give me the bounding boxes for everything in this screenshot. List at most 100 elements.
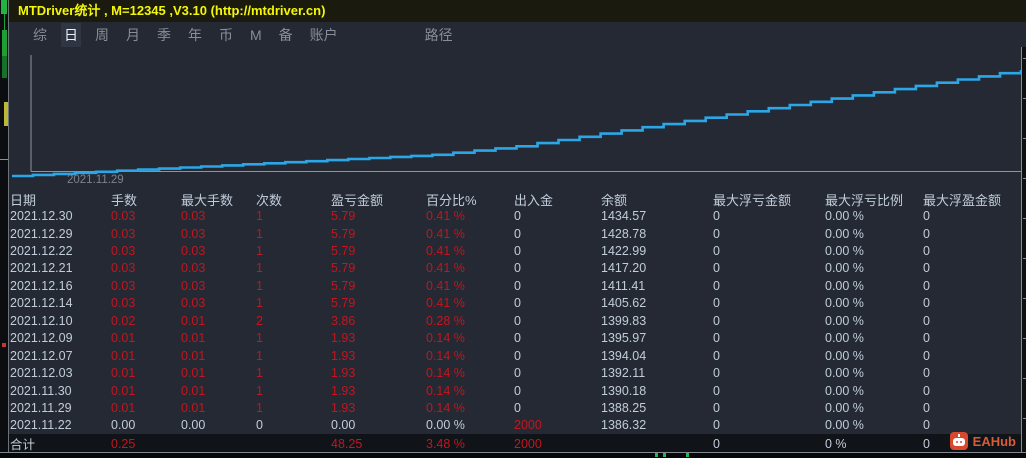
table-cell: 0.03 — [181, 261, 206, 276]
table-cell: 0 — [713, 366, 720, 381]
table-cell: 1386.32 — [601, 418, 647, 433]
table-cell: 0 — [923, 261, 930, 276]
background-candle — [1, 0, 7, 14]
table-cell: 1388.25 — [601, 400, 647, 415]
table-cell: 0.14 % — [426, 383, 465, 398]
table-cell: 0 — [923, 278, 930, 293]
column-header: 盈亏金额 — [331, 193, 384, 208]
background-axis-tick — [1023, 378, 1026, 379]
background-candle — [2, 56, 7, 78]
table-cell: 0.01 — [181, 366, 206, 381]
table-row[interactable]: 2021.12.30 0.03 0.03 1 5.79 0.41 % 0 1434.57 0 0.… — [9, 207, 1021, 224]
table-cell: 1 — [256, 209, 263, 224]
table-row[interactable]: 2021.12.29 0.03 0.03 1 5.79 0.41 % 0 1428.78 0 0.… — [9, 225, 1021, 242]
table-cell: 0 — [923, 244, 930, 259]
tab-综[interactable]: 综 — [33, 26, 47, 43]
table-cell: 0.03 — [181, 278, 206, 293]
tab-path[interactable]: 路径 — [424, 26, 453, 43]
tab-账户[interactable]: 账户 — [309, 26, 338, 43]
eahub-badge[interactable]: EAHub — [949, 432, 1016, 450]
table-row[interactable]: 2021.12.21 0.03 0.03 1 5.79 0.41 % 0 1417.20 0 0.… — [9, 260, 1021, 277]
table-cell: 0.14 % — [426, 400, 465, 415]
table-cell: 0 — [514, 366, 521, 381]
background-indicator-line — [4, 102, 8, 126]
table-cell: 2021.12.07 — [10, 348, 73, 363]
tabbar: 综日周月季年币 M 备账户 路径 — [9, 22, 1026, 47]
table-cell: 0.41 % — [426, 261, 465, 276]
table-cell: 1422.99 — [601, 244, 647, 259]
table-cell: 0.00 % — [825, 296, 864, 311]
table-cell: 0 — [713, 244, 720, 259]
table-cell: 2021.12.03 — [10, 366, 73, 381]
tab-备[interactable]: 备 — [278, 26, 293, 43]
table-cell: 0.03 — [111, 278, 136, 293]
table-cell: 0.03 — [111, 209, 136, 224]
bottom-bar — [0, 452, 1026, 458]
table-cell: 1.93 — [331, 348, 356, 363]
table-cell: 2021.12.14 — [10, 296, 73, 311]
column-header: 余额 — [601, 193, 628, 208]
tab-币[interactable]: 币 — [219, 26, 233, 43]
table-cell: 0.03 — [111, 226, 136, 241]
window-title: MTDriver统计 , M=12345 ,V3.10 (http://mtdr… — [18, 3, 326, 18]
table-cell: 1399.83 — [601, 313, 647, 328]
tab-年[interactable]: 年 — [188, 26, 202, 43]
table-row[interactable]: 2021.12.16 0.03 0.03 1 5.79 0.41 % 0 1411.41 0 0.… — [9, 277, 1021, 294]
table-cell: 2021.12.22 — [10, 244, 73, 259]
tab-季[interactable]: 季 — [157, 26, 171, 43]
table-cell: 0 — [514, 244, 521, 259]
table-cell: 0.03 — [181, 296, 206, 311]
table-cell: 0 — [923, 331, 930, 346]
background-price-axis — [1021, 47, 1026, 452]
table-cell: 0 — [514, 400, 521, 415]
table-cell: 0.03 — [181, 209, 206, 224]
table-row[interactable]: 2021.12.10 0.02 0.01 2 3.86 0.28 % 0 1399.83 0 0.… — [9, 312, 1021, 329]
table-cell: 0.03 — [181, 244, 206, 259]
table-cell: 1395.97 — [601, 331, 647, 346]
table-cell: 0.41 % — [426, 278, 465, 293]
table-cell: 0.00 % — [825, 244, 864, 259]
table-cell: 0.00 % — [825, 278, 864, 293]
table-row[interactable]: 2021.12.14 0.03 0.03 1 5.79 0.41 % 0 1405.62 0 0.… — [9, 295, 1021, 312]
table-cell: 1390.18 — [601, 383, 647, 398]
table-cell: 1.93 — [331, 366, 356, 381]
tab-月[interactable]: 月 — [126, 26, 140, 43]
column-header: 最大浮亏比例 — [825, 193, 904, 208]
table-cell: 2021.12.21 — [10, 261, 73, 276]
table-row[interactable]: 2021.11.30 0.01 0.01 1 1.93 0.14 % 0 1390.18 0 0.… — [9, 382, 1021, 399]
table-cell: 0 — [713, 348, 720, 363]
tab-M[interactable]: M — [250, 26, 262, 43]
table-row[interactable]: 2021.11.22 0.00 0.00 0 0.00 0.00 % 2000 1386.32… — [9, 417, 1021, 434]
table-cell: 0.01 — [181, 400, 206, 415]
table-cell: 0 — [923, 313, 930, 328]
table-cell: 0.00 — [111, 418, 136, 433]
table-cell: 0.01 — [111, 331, 136, 346]
table-cell: 1428.78 — [601, 226, 647, 241]
tab-周[interactable]: 周 — [95, 26, 109, 43]
table-cell: 0.28 % — [426, 313, 465, 328]
background-tick-green — [686, 453, 689, 457]
table-cell: 0 — [713, 209, 720, 224]
table-cell: 0 — [713, 261, 720, 276]
table-cell: 0 — [923, 366, 930, 381]
table-cell: 0.01 — [111, 366, 136, 381]
table-cell: 0.01 — [181, 383, 206, 398]
table-cell: 2021.12.16 — [10, 278, 73, 293]
table-cell: 0.00 % — [825, 261, 864, 276]
table-cell: 5.79 — [331, 226, 356, 241]
table-cell: 2 — [256, 313, 263, 328]
background-window-border — [8, 0, 9, 452]
table-cell: 0.41 % — [426, 244, 465, 259]
table-cell: 0.00 % — [825, 209, 864, 224]
table-row[interactable]: 2021.12.09 0.01 0.01 1 1.93 0.14 % 0 1395.97 0 0.… — [9, 330, 1021, 347]
table-row[interactable]: 2021.12.22 0.03 0.03 1 5.79 0.41 % 0 1422.99 0 0.… — [9, 242, 1021, 259]
table-total-row: 合计 0.25 48.25 3.48 % 2000 0 0 % 0 — [9, 434, 1021, 452]
table-row[interactable]: 2021.12.07 0.01 0.01 1 1.93 0.14 % 0 1394.04 0 0.… — [9, 347, 1021, 364]
column-header: 最大浮盈金额 — [923, 193, 1002, 208]
table-row[interactable]: 2021.11.29 0.01 0.01 1 1.93 0.14 % 0 1388.25 0 0.… — [9, 399, 1021, 416]
table-cell: 0.00 % — [825, 418, 864, 433]
table-row[interactable]: 2021.12.03 0.01 0.01 1 1.93 0.14 % 0 1392.11 0 0.… — [9, 364, 1021, 381]
table-cell: 1 — [256, 331, 263, 346]
tab-日[interactable]: 日 — [61, 22, 81, 47]
